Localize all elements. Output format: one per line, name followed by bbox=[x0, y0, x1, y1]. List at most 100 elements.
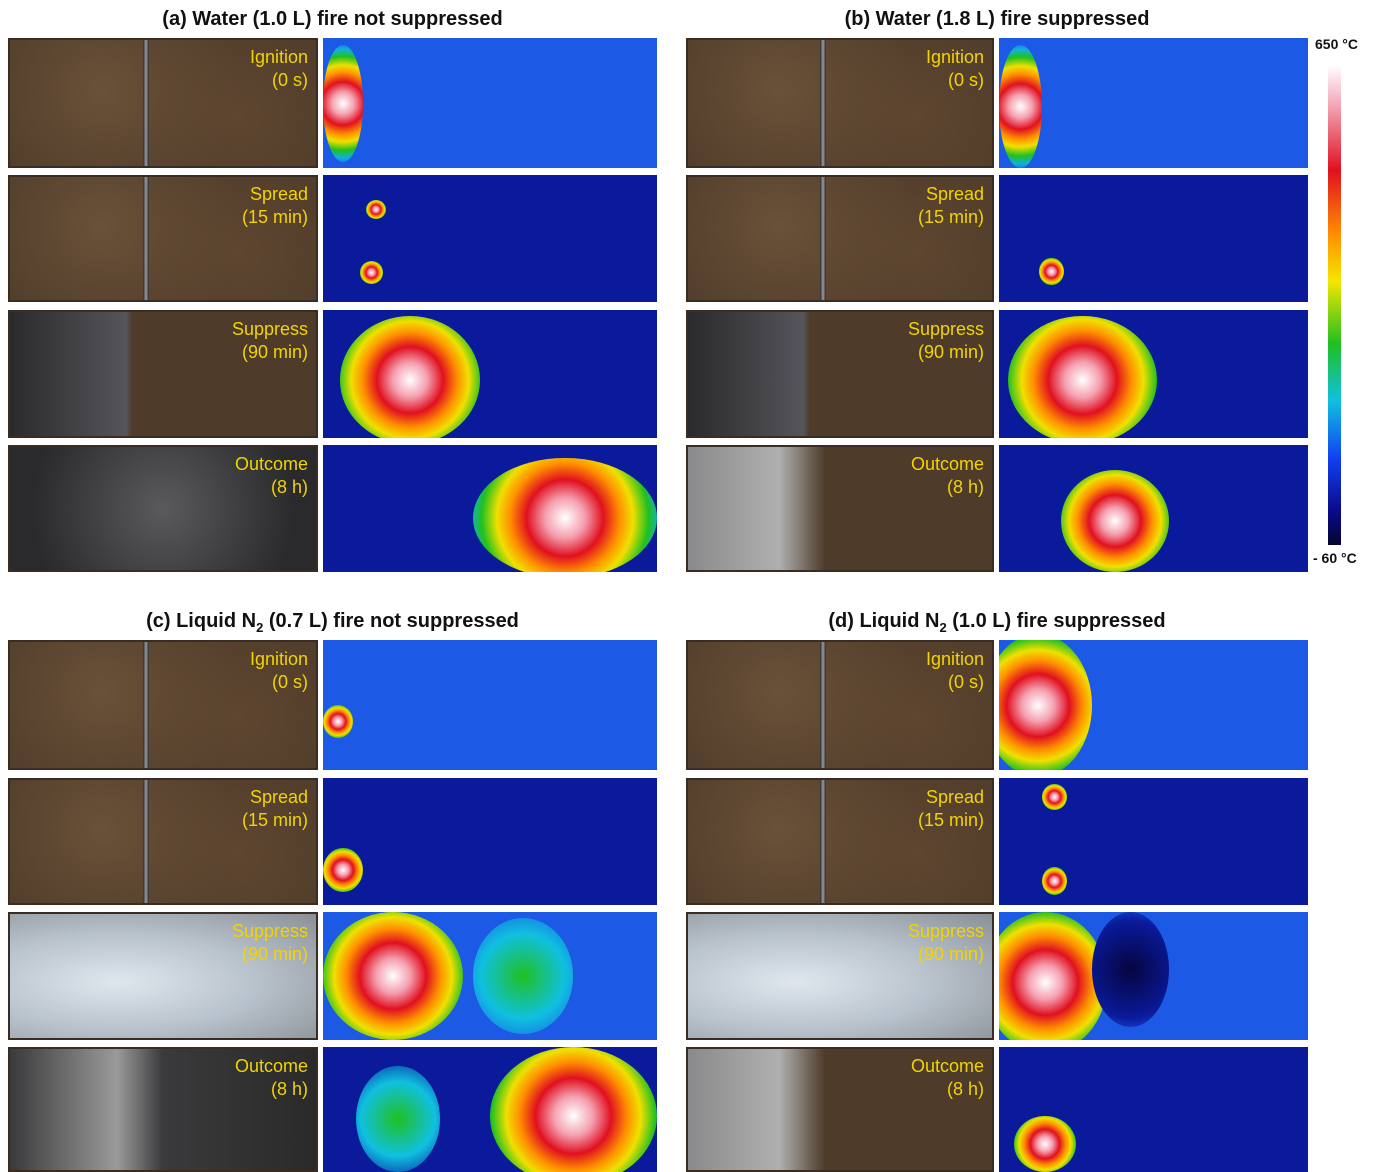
stage-name: Suppress bbox=[908, 318, 984, 341]
title-text: (0.7 L) fire not suppressed bbox=[263, 610, 519, 632]
hot-spot bbox=[473, 918, 573, 1033]
photo: Spread(15 min) bbox=[8, 778, 318, 905]
stage-label: Outcome(8 h) bbox=[911, 453, 984, 499]
hot-spot bbox=[360, 261, 383, 284]
stage-name: Suppress bbox=[232, 920, 308, 943]
hot-spot bbox=[1042, 784, 1067, 809]
stage-label: Spread(15 min) bbox=[918, 786, 984, 832]
panel-title: (d) Liquid N2 (1.0 L) fire suppressed bbox=[686, 610, 1308, 635]
title-subscript: 2 bbox=[939, 620, 946, 635]
stage-time: (15 min) bbox=[918, 809, 984, 832]
stage-label: Outcome(8 h) bbox=[235, 453, 308, 499]
photo: Outcome(8 h) bbox=[8, 445, 318, 572]
hot-spot bbox=[999, 45, 1042, 169]
photo: Spread(15 min) bbox=[686, 778, 994, 905]
thermal-image bbox=[999, 912, 1308, 1040]
thermal-image bbox=[999, 1047, 1308, 1172]
stage-label: Suppress(90 min) bbox=[908, 318, 984, 364]
hot-spot bbox=[1008, 316, 1156, 438]
hot-spot bbox=[999, 912, 1107, 1040]
stage-time: (90 min) bbox=[908, 943, 984, 966]
thermal-image bbox=[323, 912, 657, 1040]
hot-spot bbox=[323, 45, 363, 162]
stage-name: Suppress bbox=[908, 920, 984, 943]
hot-spot bbox=[1061, 470, 1169, 572]
stage-name: Outcome bbox=[911, 453, 984, 476]
stage-name: Ignition bbox=[926, 648, 984, 671]
photo: Outcome(8 h) bbox=[8, 1047, 318, 1172]
divider bbox=[820, 642, 826, 768]
stage-time: (0 s) bbox=[250, 671, 308, 694]
stage-time: (8 h) bbox=[235, 1078, 308, 1101]
stage-name: Outcome bbox=[911, 1055, 984, 1078]
hot-spot bbox=[1014, 1116, 1076, 1172]
stage-time: (15 min) bbox=[918, 206, 984, 229]
photo: Ignition(0 s) bbox=[686, 640, 994, 770]
stage-time: (90 min) bbox=[232, 341, 308, 364]
hot-spot bbox=[473, 458, 657, 572]
stage-name: Ignition bbox=[926, 46, 984, 69]
stage-name: Suppress bbox=[232, 318, 308, 341]
divider bbox=[820, 40, 826, 166]
stage-time: (0 s) bbox=[926, 69, 984, 92]
thermal-image bbox=[999, 38, 1308, 168]
divider bbox=[143, 40, 149, 166]
stage-label: Outcome(8 h) bbox=[911, 1055, 984, 1101]
thermal-image bbox=[323, 778, 657, 905]
photo: Spread(15 min) bbox=[8, 175, 318, 302]
hot-spot bbox=[323, 705, 353, 738]
stage-label: Outcome(8 h) bbox=[235, 1055, 308, 1101]
stage-name: Spread bbox=[242, 786, 308, 809]
stage-time: (8 h) bbox=[911, 476, 984, 499]
stage-label: Spread(15 min) bbox=[242, 183, 308, 229]
photo: Ignition(0 s) bbox=[8, 38, 318, 168]
thermal-image bbox=[999, 778, 1308, 905]
thermal-image bbox=[323, 640, 657, 770]
photo: Suppress(90 min) bbox=[686, 310, 994, 438]
photo: Suppress(90 min) bbox=[8, 912, 318, 1040]
stage-name: Spread bbox=[242, 183, 308, 206]
thermal-image bbox=[323, 175, 657, 302]
thermal-image bbox=[999, 310, 1308, 438]
thermal-image bbox=[323, 310, 657, 438]
stage-time: (8 h) bbox=[235, 476, 308, 499]
title-text: (a) Water (1.0 L) fire not suppressed bbox=[162, 8, 502, 30]
title-text: (d) Liquid N bbox=[828, 610, 939, 632]
hot-spot bbox=[340, 316, 480, 438]
stage-time: (90 min) bbox=[908, 341, 984, 364]
thermal-image bbox=[323, 1047, 657, 1172]
hot-spot bbox=[1039, 258, 1064, 286]
stage-label: Ignition(0 s) bbox=[926, 46, 984, 92]
thermal-image bbox=[323, 38, 657, 168]
colorbar-max: 650 °C bbox=[1315, 36, 1358, 52]
panel-title: (c) Liquid N2 (0.7 L) fire not suppresse… bbox=[8, 610, 657, 635]
stage-name: Ignition bbox=[250, 648, 308, 671]
stage-time: (90 min) bbox=[232, 943, 308, 966]
stage-label: Spread(15 min) bbox=[242, 786, 308, 832]
photo: Outcome(8 h) bbox=[686, 1047, 994, 1172]
stage-time: (0 s) bbox=[250, 69, 308, 92]
divider bbox=[820, 177, 826, 300]
stage-name: Outcome bbox=[235, 453, 308, 476]
photo: Suppress(90 min) bbox=[686, 912, 994, 1040]
hot-spot bbox=[1042, 867, 1067, 895]
divider bbox=[143, 177, 149, 300]
stage-label: Spread(15 min) bbox=[918, 183, 984, 229]
photo: Ignition(0 s) bbox=[8, 640, 318, 770]
panel-title: (b) Water (1.8 L) fire suppressed bbox=[686, 8, 1308, 31]
divider bbox=[143, 642, 149, 768]
stage-label: Suppress(90 min) bbox=[232, 318, 308, 364]
photo: Ignition(0 s) bbox=[686, 38, 994, 168]
stage-label: Ignition(0 s) bbox=[250, 46, 308, 92]
stage-name: Spread bbox=[918, 183, 984, 206]
title-text: (c) Liquid N bbox=[146, 610, 256, 632]
hot-spot bbox=[366, 200, 386, 219]
stage-name: Spread bbox=[918, 786, 984, 809]
title-text: (1.0 L) fire suppressed bbox=[947, 610, 1166, 632]
stage-time: (0 s) bbox=[926, 671, 984, 694]
thermal-image bbox=[999, 175, 1308, 302]
stage-time: (8 h) bbox=[911, 1078, 984, 1101]
stage-name: Ignition bbox=[250, 46, 308, 69]
hot-spot bbox=[999, 640, 1092, 770]
stage-name: Outcome bbox=[235, 1055, 308, 1078]
